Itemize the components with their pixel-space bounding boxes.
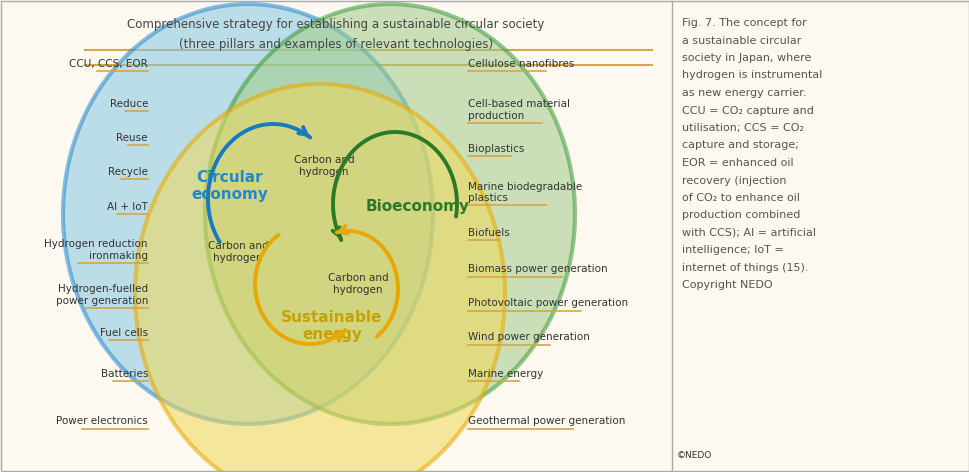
Text: Biofuels: Biofuels	[467, 228, 510, 237]
Text: Power electronics: Power electronics	[56, 416, 148, 426]
Text: Fig. 7. The concept for: Fig. 7. The concept for	[681, 18, 806, 28]
Text: Marine energy: Marine energy	[467, 369, 543, 379]
Text: Cell-based material
production: Cell-based material production	[467, 99, 570, 121]
Text: Marine biodegradable
plastics: Marine biodegradable plastics	[467, 182, 581, 203]
Text: Biomass power generation: Biomass power generation	[467, 264, 607, 274]
Text: internet of things (15).: internet of things (15).	[681, 263, 808, 273]
Text: society in Japan, where: society in Japan, where	[681, 53, 811, 63]
Text: EOR = enhanced oil: EOR = enhanced oil	[681, 158, 793, 168]
Text: Bioeconomy: Bioeconomy	[365, 199, 470, 213]
Text: a sustainable circular: a sustainable circular	[681, 35, 800, 45]
Text: Cellulose nanofibres: Cellulose nanofibres	[467, 59, 574, 69]
Text: production combined: production combined	[681, 211, 799, 220]
Text: Recycle: Recycle	[108, 167, 148, 177]
Text: Photovoltaic power generation: Photovoltaic power generation	[467, 298, 628, 308]
Text: Comprehensive strategy for establishing a sustainable circular society: Comprehensive strategy for establishing …	[127, 18, 545, 31]
Text: (three pillars and examples of relevant technologies): (three pillars and examples of relevant …	[179, 38, 492, 51]
Text: CCU = CO₂ capture and: CCU = CO₂ capture and	[681, 106, 813, 116]
Text: ©NEDO: ©NEDO	[676, 451, 711, 460]
Text: Reuse: Reuse	[116, 133, 148, 143]
Text: Fuel cells: Fuel cells	[100, 328, 148, 338]
Text: Batteries: Batteries	[101, 369, 148, 379]
Text: Reduce: Reduce	[109, 99, 148, 109]
Text: Geothermal power generation: Geothermal power generation	[467, 416, 625, 426]
Text: Hydrogen reduction
ironmaking: Hydrogen reduction ironmaking	[45, 239, 148, 261]
Text: AI + IoT: AI + IoT	[107, 202, 148, 212]
Text: of CO₂ to enhance oil: of CO₂ to enhance oil	[681, 193, 799, 203]
Text: Sustainable
energy: Sustainable energy	[281, 310, 383, 342]
Ellipse shape	[63, 4, 432, 424]
Text: Bioplastics: Bioplastics	[467, 144, 524, 154]
Text: Hydrogen-fuelled
power generation: Hydrogen-fuelled power generation	[55, 284, 148, 306]
Text: Wind power generation: Wind power generation	[467, 332, 589, 342]
Text: recovery (injection: recovery (injection	[681, 176, 786, 185]
Text: intelligence; IoT =: intelligence; IoT =	[681, 245, 783, 255]
Text: Carbon and
hydrogen: Carbon and hydrogen	[207, 241, 268, 263]
Text: CCU, CCS, EOR: CCU, CCS, EOR	[69, 59, 148, 69]
Text: with CCS); AI = artificial: with CCS); AI = artificial	[681, 228, 815, 238]
Text: Carbon and
hydrogen: Carbon and hydrogen	[328, 273, 388, 295]
Text: Circular
economy: Circular economy	[191, 170, 268, 202]
Ellipse shape	[204, 4, 575, 424]
Text: Copyright NEDO: Copyright NEDO	[681, 280, 772, 290]
Text: capture and storage;: capture and storage;	[681, 141, 798, 151]
Text: utilisation; CCS = CO₂: utilisation; CCS = CO₂	[681, 123, 803, 133]
Text: Carbon and
hydrogen: Carbon and hydrogen	[294, 155, 354, 177]
Text: hydrogen is instrumental: hydrogen is instrumental	[681, 70, 822, 81]
Text: as new energy carrier.: as new energy carrier.	[681, 88, 806, 98]
Ellipse shape	[135, 84, 505, 472]
